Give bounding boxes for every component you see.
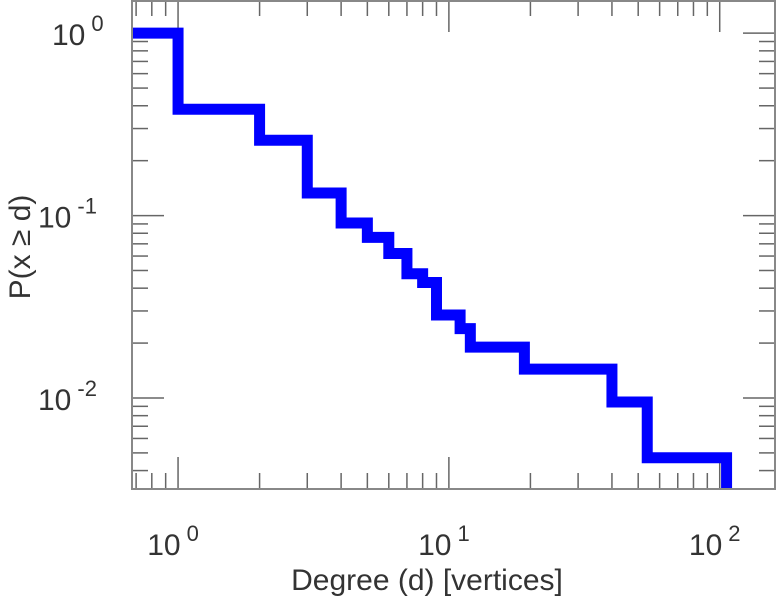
y-tick-label: 10 0 bbox=[52, 11, 104, 52]
y-axis-label: P(x ≥ d) bbox=[4, 195, 37, 300]
y-tick-label: 10 -2 bbox=[38, 376, 97, 417]
ccdf-step-line bbox=[132, 27, 733, 489]
x-axis-label: Degree (d) [vertices] bbox=[291, 564, 563, 597]
y-tick-label: 10 -1 bbox=[38, 194, 97, 235]
x-tick-label: 10 1 bbox=[418, 521, 470, 562]
x-tick-labels: 10 0 10 1 10 2 bbox=[147, 521, 740, 562]
x-tick-label: 10 2 bbox=[689, 521, 741, 562]
plot-frame bbox=[131, 0, 776, 490]
axis-ticks bbox=[132, 0, 775, 489]
x-tick-label: 10 0 bbox=[147, 521, 199, 562]
